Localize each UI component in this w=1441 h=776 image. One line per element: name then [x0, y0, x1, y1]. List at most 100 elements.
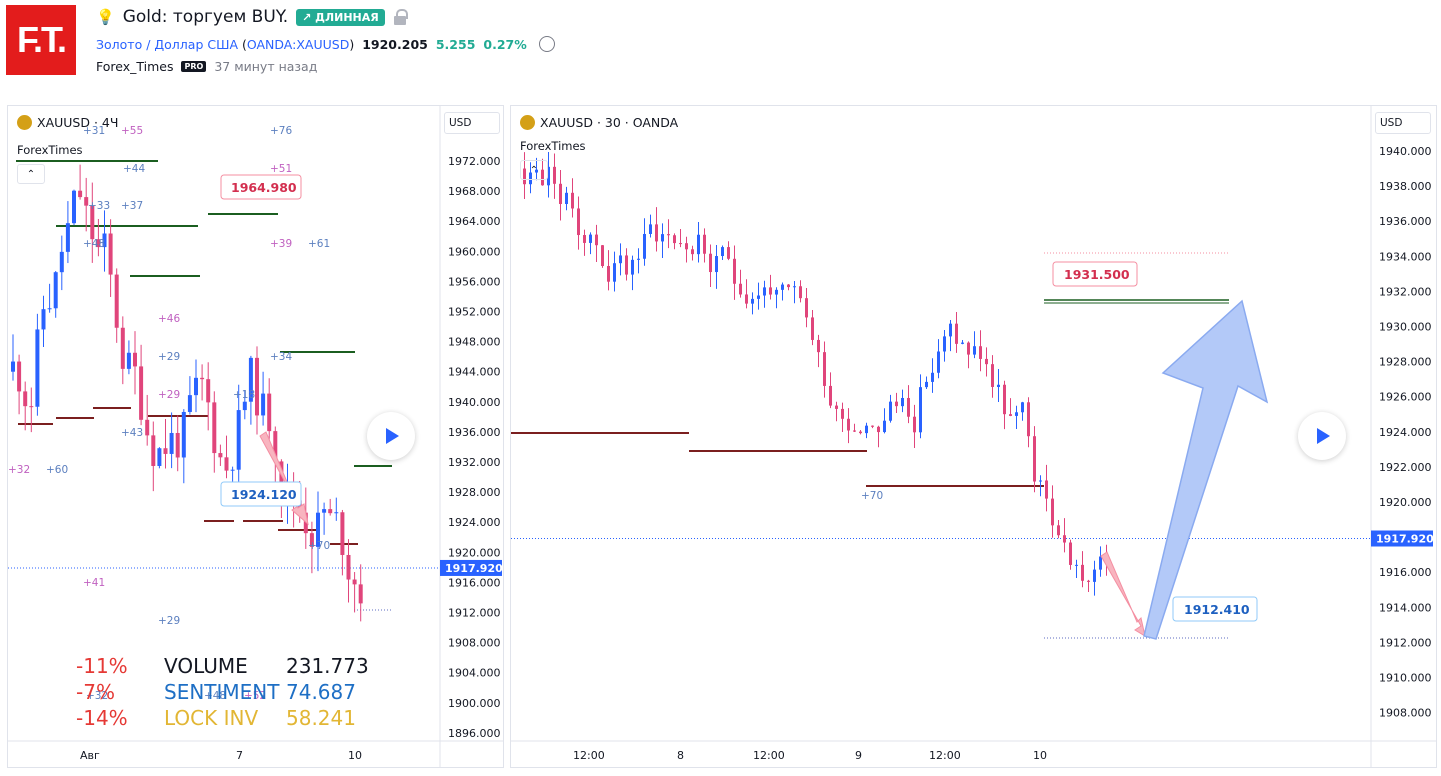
- candle-body: [853, 430, 856, 432]
- price-tick-label: 1908.000: [1379, 707, 1432, 720]
- candle-body: [96, 239, 101, 248]
- annotation-label: +29: [158, 615, 180, 627]
- candle-body: [1003, 384, 1006, 415]
- callout-bottom-box: [1172, 596, 1258, 622]
- candle-body: [1075, 564, 1078, 566]
- candle-body: [1069, 542, 1072, 565]
- current-price-label: 1917.920: [445, 562, 503, 575]
- candle-body: [108, 233, 113, 275]
- chart-4h[interactable]: 1972.000 1968.000 1964.000 1960.000 1956.000…: [7, 105, 504, 768]
- currency-button[interactable]: USD: [444, 112, 500, 134]
- play-button[interactable]: [1298, 412, 1346, 460]
- candle-body: [1081, 564, 1084, 581]
- annotation-label: +43: [121, 427, 143, 439]
- candle-body: [865, 425, 868, 434]
- candle-body: [53, 272, 58, 309]
- time-tick-label: Авг: [80, 749, 100, 762]
- candle-body: [279, 461, 284, 501]
- alarm-clock-icon[interactable]: [538, 36, 555, 52]
- candle-body: [1039, 480, 1042, 482]
- candle-body: [571, 192, 574, 209]
- candle-body: [589, 234, 592, 243]
- time-tick-label: 9: [855, 749, 862, 762]
- time-tick-label: 12:00: [929, 749, 961, 762]
- price-tick-label: 1940.000: [448, 396, 501, 409]
- time-tick-label: 12:00: [573, 749, 605, 762]
- price-tick-label: 1932.000: [1379, 285, 1432, 298]
- forecast-up-arrow: [1143, 299, 1269, 640]
- stat-label: LOCK INV: [164, 706, 259, 730]
- candle-body: [157, 448, 162, 466]
- annotation-label: +41: [83, 577, 105, 589]
- candle-body: [559, 183, 562, 205]
- stats-row: -11% VOLUME 231.773: [76, 653, 369, 679]
- candle-body: [236, 410, 241, 470]
- candle-body: [47, 308, 52, 310]
- candle-body: [961, 342, 964, 344]
- currency-button[interactable]: USD: [1375, 112, 1431, 134]
- candle-body: [200, 377, 205, 380]
- gold-symbol-icon: [17, 115, 32, 130]
- candle-body: [901, 397, 904, 407]
- candle-body: [799, 286, 802, 299]
- annotation-label: +39: [270, 238, 292, 250]
- price-tick-label: 1916.000: [1379, 566, 1432, 579]
- symbol-link[interactable]: Золото / Доллар США (OANDA:XAUUSD): [96, 36, 355, 52]
- price-tick-label: 1912.000: [448, 607, 501, 620]
- candle-body: [133, 352, 137, 367]
- stat-value: 58.241: [286, 706, 356, 730]
- stat-pct: -7%: [76, 680, 115, 704]
- stat-label: SENTIMENT: [164, 680, 280, 704]
- stats-row: -14% LOCK INV 58.241: [76, 705, 369, 731]
- symbol-row: Золото / Доллар США (OANDA:XAUUSD) 1920.…: [96, 36, 555, 52]
- candle-body: [709, 253, 712, 273]
- candle-body: [727, 247, 730, 259]
- price-tick-label: 1934.000: [1379, 250, 1432, 263]
- price-tick-label: 1952.000: [448, 306, 501, 319]
- play-button[interactable]: [367, 412, 415, 460]
- candle-body: [703, 234, 706, 254]
- candle-body: [547, 166, 550, 186]
- annotation-label: +76: [270, 125, 292, 137]
- price-tick-label: 1920.000: [1379, 496, 1432, 509]
- callout-bottom-label: 1924.120: [231, 487, 297, 502]
- annotation-label: +46: [158, 313, 180, 325]
- candle-body: [787, 284, 790, 288]
- callout-top-box: [1052, 261, 1138, 287]
- candle-body: [811, 317, 814, 340]
- annotation-label: +33: [88, 200, 110, 212]
- candle-body: [967, 342, 970, 355]
- candle-body: [829, 385, 832, 406]
- candle-body: [273, 431, 278, 462]
- chart-30m-canvas[interactable]: 1940.000 1938.000 1936.000 1934.000 1932.000…: [511, 106, 1437, 768]
- stat-pct: -11%: [76, 654, 128, 678]
- collapse-legend-button[interactable]: ⌃: [520, 160, 548, 180]
- candle-body: [187, 395, 192, 412]
- forex-times-logo[interactable]: F.T.: [6, 5, 76, 75]
- chart-4h-canvas[interactable]: 1972.000 1968.000 1964.000 1960.000 1956.000…: [8, 106, 504, 768]
- candle-body: [1015, 412, 1018, 416]
- author-name[interactable]: Forex_Times: [96, 59, 174, 74]
- candle-body: [303, 512, 308, 534]
- price-change: 5.255: [435, 36, 476, 52]
- candle-body: [346, 554, 351, 580]
- candle-body: [218, 453, 223, 458]
- candle-body: [685, 243, 688, 250]
- price-tick-label: 1936.000: [1379, 215, 1432, 228]
- candle-body: [841, 408, 844, 419]
- candle-body: [151, 435, 156, 466]
- candle-body: [206, 379, 211, 403]
- candle-body: [739, 283, 742, 295]
- candle-body: [937, 351, 940, 373]
- candle-body: [145, 419, 150, 436]
- lock-icon: [393, 9, 408, 25]
- collapse-legend-button[interactable]: ⌃: [17, 164, 45, 184]
- candle-body: [334, 512, 339, 514]
- chart-30m[interactable]: 1940.000 1938.000 1936.000 1934.000 1932.000…: [510, 105, 1437, 768]
- candle-body: [805, 298, 808, 318]
- candle-body: [169, 432, 174, 454]
- candle-body: [316, 512, 320, 547]
- annotation-label: +34: [270, 351, 292, 363]
- long-badge: ↗ ДЛИННАЯ: [296, 8, 385, 26]
- candle-body: [248, 357, 253, 402]
